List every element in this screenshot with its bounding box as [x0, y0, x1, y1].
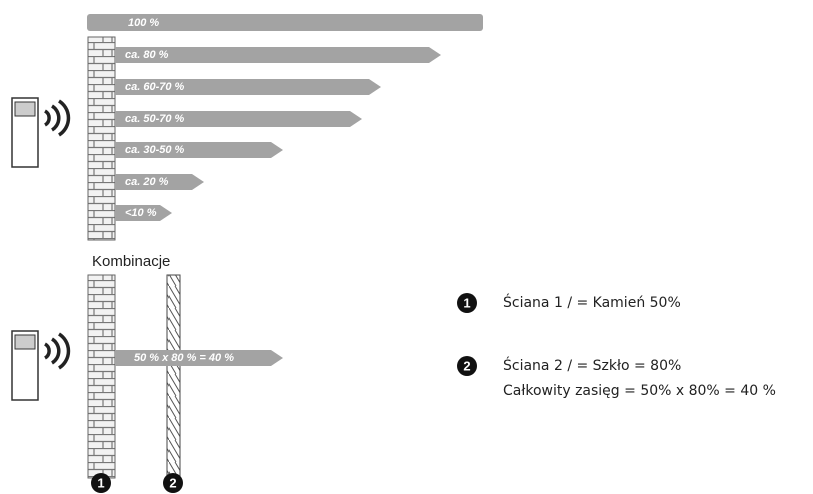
- arrow: [115, 111, 362, 127]
- marker-label: 2: [463, 358, 470, 373]
- brick-wall: [87, 36, 116, 241]
- arrow-label: ca. 30-50 %: [125, 144, 185, 156]
- legend-text: Całkowity zasięg = 50% x 80% = 40 %: [503, 383, 776, 399]
- device: [11, 330, 71, 401]
- marker-label: 2: [169, 475, 176, 490]
- marker: [163, 473, 183, 493]
- marker: [91, 473, 111, 493]
- arrow: [115, 79, 381, 95]
- arrow-label: ca. 80 %: [125, 49, 169, 61]
- arrow: [115, 350, 283, 366]
- arrow: [115, 47, 441, 63]
- arrow: [115, 142, 283, 158]
- legend-text: Ściana 1 / = Kamień 50%: [503, 293, 681, 311]
- section-title: Kombinacje: [92, 253, 170, 270]
- full-bar: [87, 14, 483, 31]
- marker: [457, 293, 477, 313]
- device: [11, 97, 71, 168]
- arrow-label: 50 % x 80 % = 40 %: [134, 352, 234, 364]
- legend-text: Ściana 2 / = Szkło = 80%: [503, 356, 681, 374]
- arrow-label: ca. 60-70 %: [125, 81, 185, 93]
- marker-label: 1: [463, 295, 470, 310]
- marker-label: 1: [97, 475, 104, 490]
- marker: [457, 356, 477, 376]
- arrow-label: ca. 20 %: [125, 176, 169, 188]
- arrow: [115, 174, 204, 190]
- bar-label: 100 %: [128, 17, 159, 29]
- arrow-label: ca. 50-70 %: [125, 113, 185, 125]
- arrow-label: <10 %: [125, 207, 157, 219]
- arrow: [115, 205, 172, 221]
- brick-wall: [87, 274, 116, 479]
- glass-wall: [166, 274, 181, 479]
